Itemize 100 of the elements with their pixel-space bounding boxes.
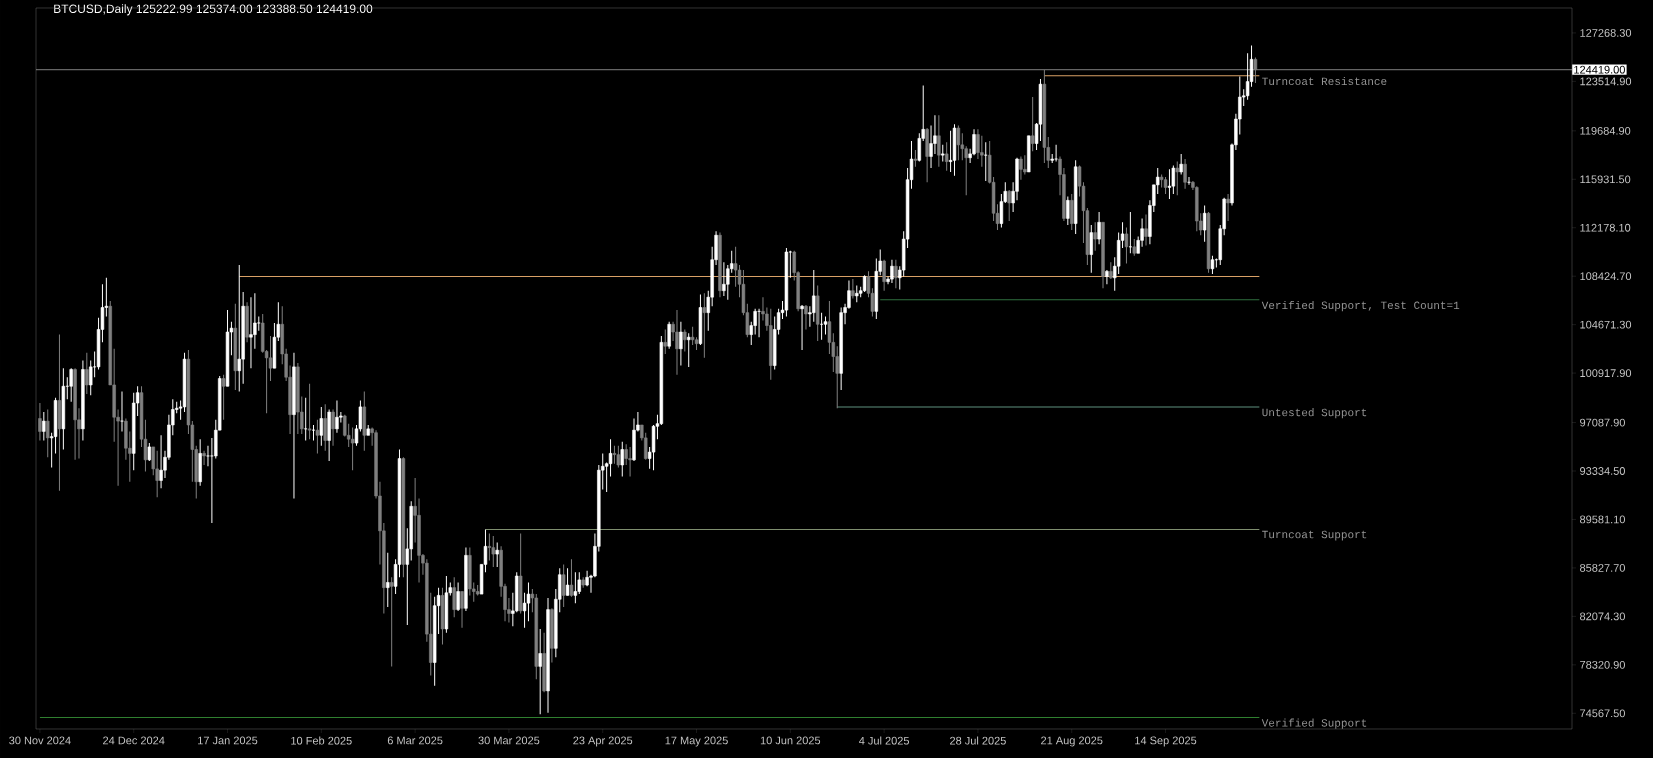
candlestick	[323, 403, 327, 452]
candlestick	[819, 312, 824, 341]
candlestick	[687, 332, 691, 368]
candlestick	[1019, 155, 1023, 181]
candlestick	[1089, 224, 1093, 274]
candlestick	[1030, 96, 1035, 152]
y-tick-label: 127268.30	[1580, 29, 1632, 37]
candlestick	[616, 445, 621, 469]
x-tick-label: 14 Sep 2025	[1135, 736, 1197, 747]
x-tick-label: 6 Mar 2025	[387, 736, 443, 745]
x-tick-label: 10 Jun 2025	[760, 736, 821, 745]
candlestick	[561, 563, 566, 608]
candlestick	[827, 300, 832, 355]
x-tick-label: 28 Jul 2025	[950, 736, 1006, 745]
candlestick	[894, 259, 898, 289]
candlestick	[386, 552, 390, 608]
candlestick	[206, 445, 210, 467]
y-tick-label: 112178.10	[1580, 223, 1631, 232]
annotation: Turncoat Resistance	[1262, 76, 1387, 86]
x-tick-label: 30 Mar 2025	[478, 736, 540, 745]
annotation: Verified Support, Test Count=1	[1261, 300, 1460, 312]
candlestick	[612, 445, 617, 465]
y-tick-label: 123514.90	[1580, 77, 1632, 86]
candlestick	[722, 261, 726, 297]
candlestick	[675, 309, 679, 376]
y-tick-label: 93334.50	[1580, 467, 1625, 475]
candlestick	[331, 408, 335, 447]
candlestick	[702, 292, 707, 359]
candlestick	[679, 321, 683, 367]
candlestick	[120, 390, 124, 432]
y-tick-label: 85827.70	[1580, 564, 1625, 572]
x-tick-label: 21 Aug 2025	[1041, 736, 1103, 747]
candlestick	[1128, 211, 1133, 254]
candlestick	[565, 567, 570, 596]
candlestick	[683, 328, 687, 352]
candlestick	[917, 132, 922, 163]
candlestick	[303, 397, 308, 441]
y-tick-label: 82074.30	[1580, 612, 1625, 621]
candlestick	[237, 264, 241, 392]
candlestick	[663, 328, 667, 355]
candlestick	[956, 124, 961, 161]
candlestick	[890, 259, 894, 284]
candlestick	[937, 114, 941, 168]
ref-line-label: 124419.00	[1574, 65, 1625, 74]
y-tick-label: 115931.50	[1580, 175, 1631, 184]
candlestick	[1179, 153, 1183, 176]
candlestick	[42, 411, 46, 441]
x-tick-label: 10 Feb 2025	[291, 736, 352, 745]
y-tick-label: 97087.90	[1580, 418, 1625, 427]
x-tick-label: 23 Apr 2025	[573, 736, 633, 747]
candlestick	[804, 304, 808, 330]
candlestick	[538, 628, 542, 715]
candlestick	[573, 571, 578, 604]
candlestick	[155, 450, 159, 498]
candlestick	[319, 406, 324, 447]
candlestick	[1175, 161, 1179, 196]
candlestick	[159, 434, 163, 489]
candlestick	[491, 535, 495, 568]
y-tick-label: 78320.90	[1580, 660, 1625, 669]
annotation: Turncoat Support	[1262, 530, 1367, 541]
candlestick	[495, 541, 499, 568]
candlestick	[690, 326, 695, 346]
y-tick-label: 104671.30	[1580, 320, 1632, 329]
candlestick	[1023, 154, 1027, 176]
candlestick	[882, 259, 886, 292]
candlestick	[667, 321, 671, 350]
x-tick-label: 17 Jan 2025	[198, 736, 258, 745]
candlestick	[1144, 214, 1148, 247]
candlestick	[460, 591, 464, 629]
candlestick	[1070, 193, 1074, 231]
candlestick	[1066, 195, 1070, 226]
y-tick-label: 89581.10	[1580, 515, 1625, 524]
candlestick	[249, 296, 253, 369]
candlestick	[1124, 226, 1129, 265]
x-tick-label: 24 Dec 2024	[103, 736, 165, 745]
y-tick-label: 100917.90	[1580, 369, 1632, 377]
candlestick	[38, 402, 42, 441]
candlestick	[812, 269, 816, 323]
candlestick	[1007, 189, 1011, 222]
candlestick	[202, 450, 206, 466]
y-tick-label: 108424.70	[1580, 272, 1632, 281]
candlestick	[628, 446, 632, 478]
candlestick	[350, 427, 355, 471]
candlestick	[1253, 56, 1258, 84]
x-tick-label: 17 May 2025	[665, 736, 728, 747]
candlestick	[800, 304, 804, 351]
candlestick	[452, 576, 456, 618]
candlestick	[620, 441, 624, 478]
candlestick	[389, 576, 394, 667]
candlestick	[1093, 221, 1097, 252]
candlestick	[85, 352, 89, 395]
x-tick-label: 4 Jul 2025	[859, 736, 910, 745]
chart-title: BTCUSD,Daily 125222.99 125374.00 123388.50 124419.00	[54, 4, 373, 16]
candlestick	[147, 442, 152, 462]
candlestick	[456, 581, 460, 612]
candlestick	[1054, 144, 1058, 163]
candlestick	[69, 367, 73, 403]
y-tick-label: 74567.50	[1580, 709, 1625, 718]
y-tick-label: 119684.90	[1580, 126, 1631, 135]
candlestick	[999, 193, 1004, 228]
